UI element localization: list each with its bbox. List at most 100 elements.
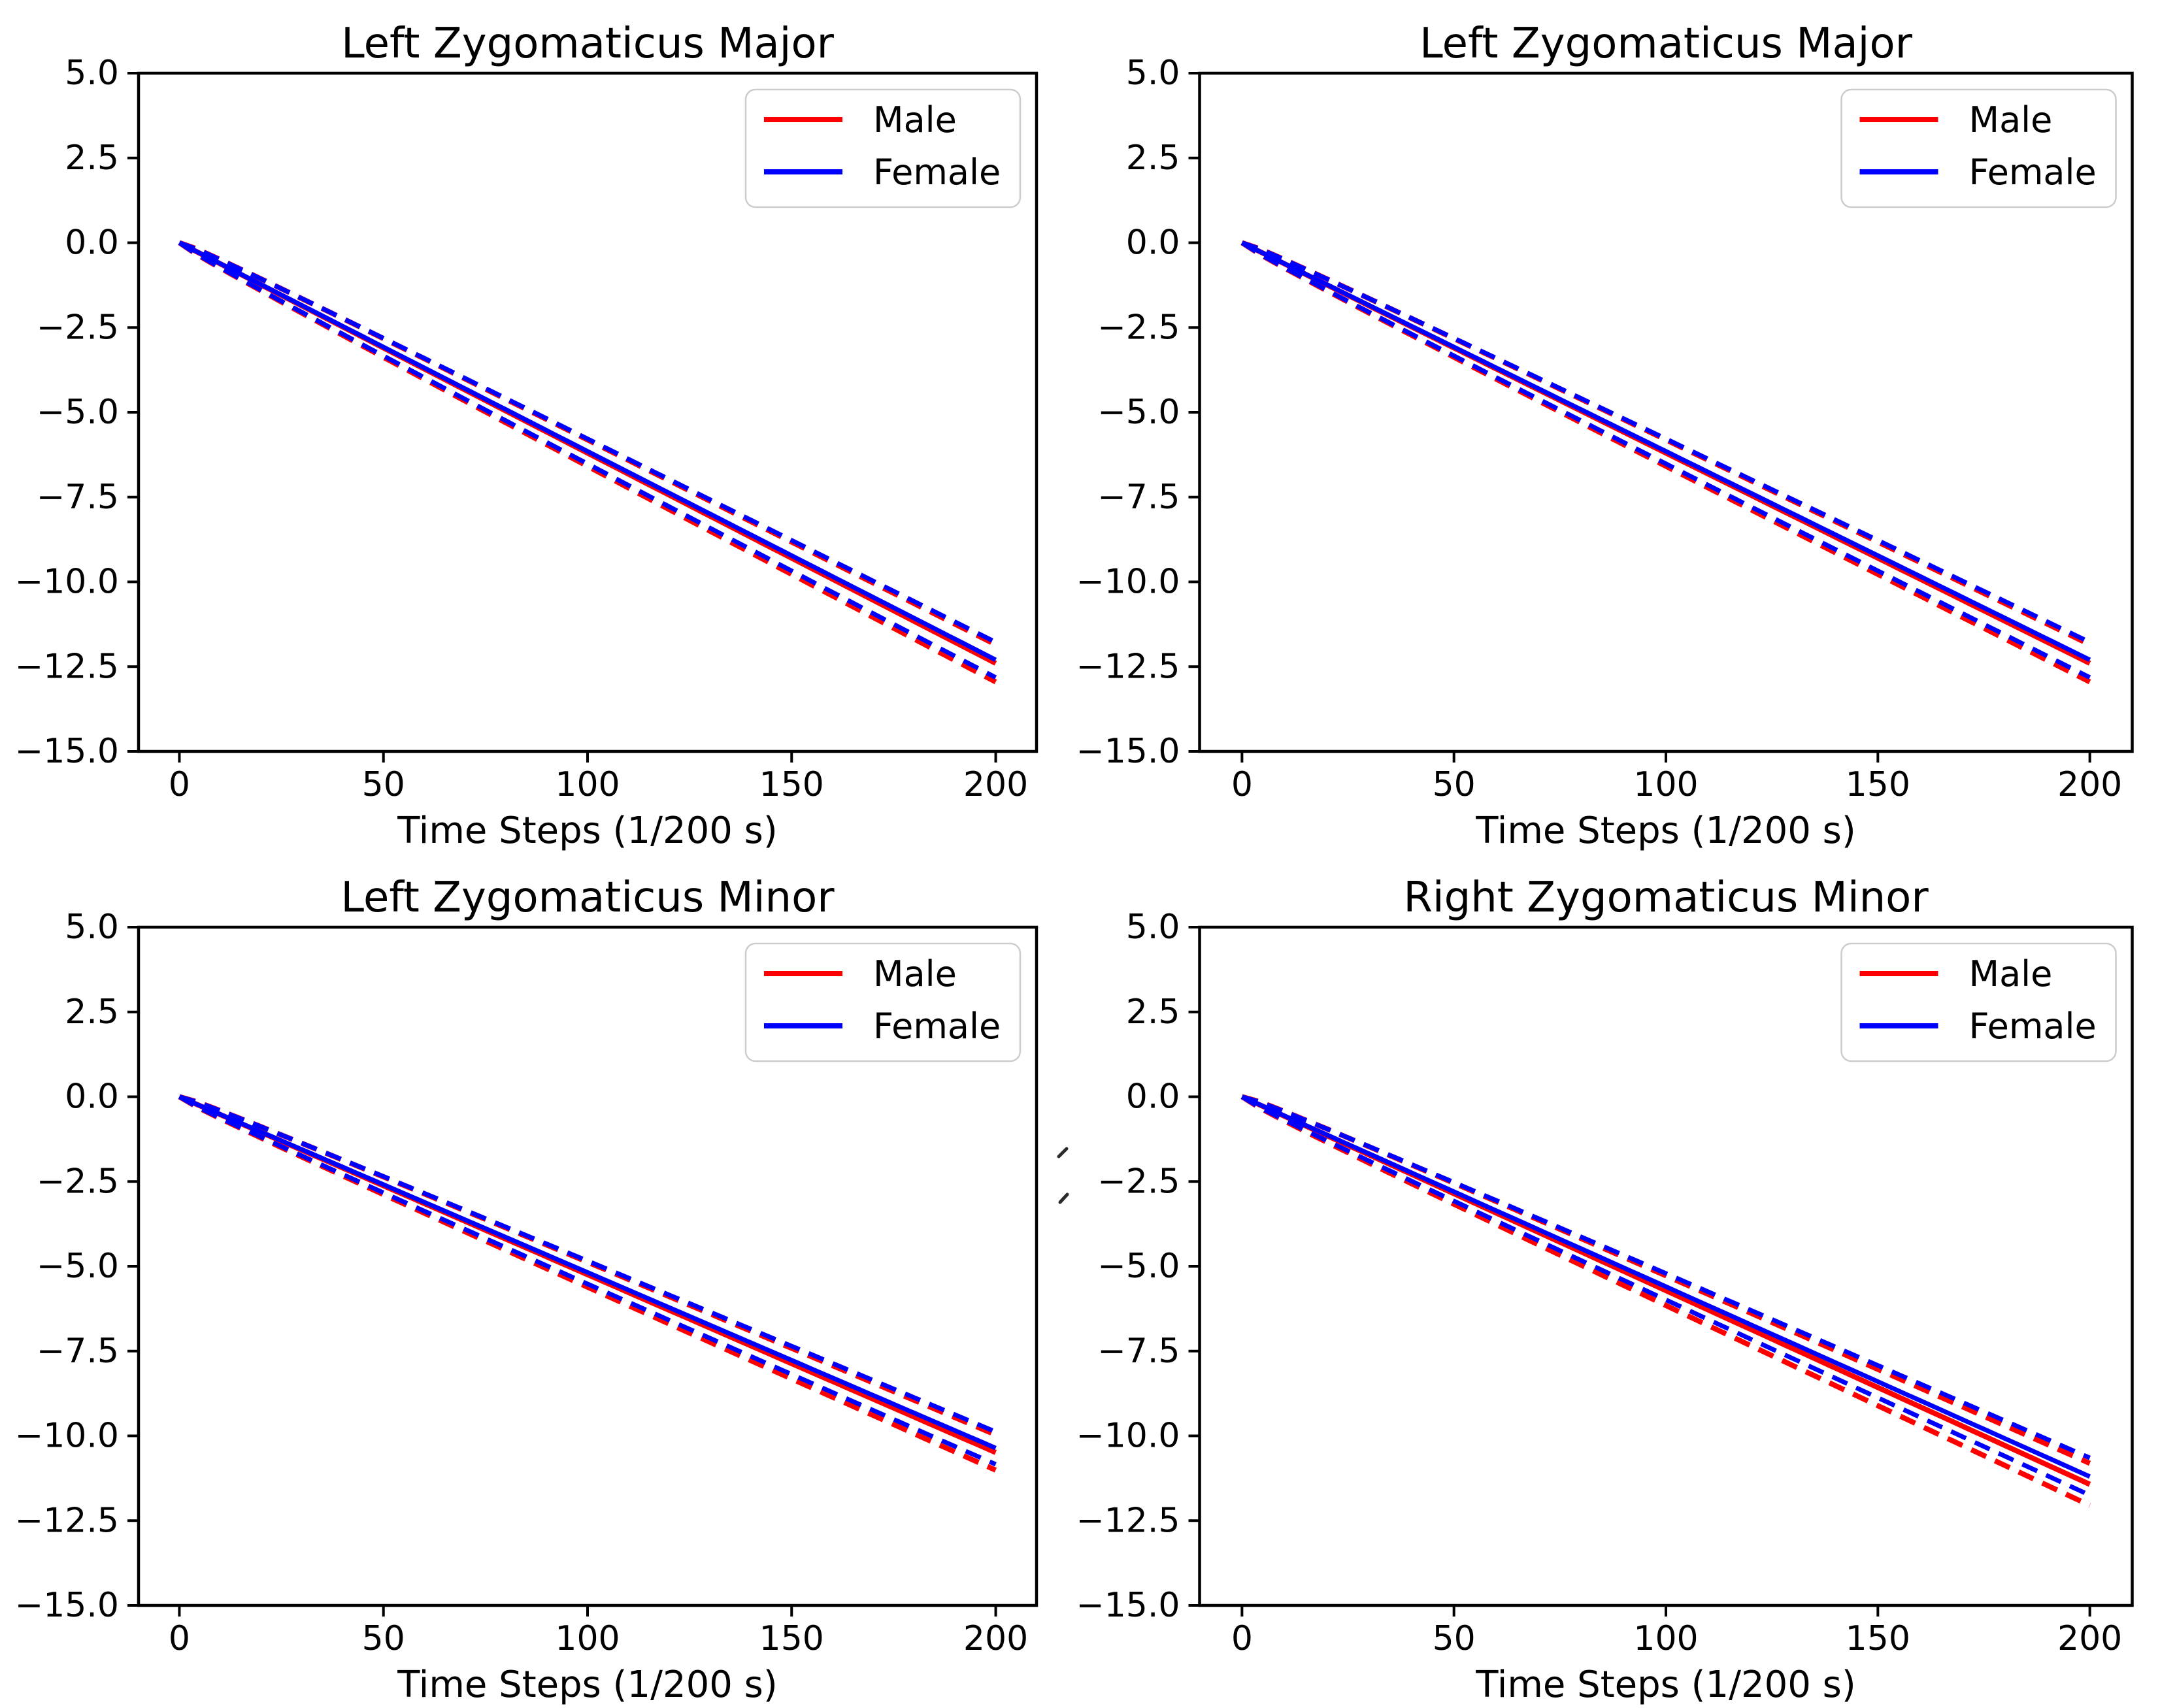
y-tick-label: −7.5 bbox=[1097, 478, 1180, 517]
x-tick-label: 50 bbox=[1433, 1619, 1476, 1658]
x-tick-label: 50 bbox=[362, 1619, 405, 1658]
stray-mark bbox=[1057, 1147, 1069, 1158]
legend-label-female: Female bbox=[873, 1006, 1001, 1047]
series-line-female-mean bbox=[1240, 1094, 2091, 1479]
axes-spines bbox=[137, 925, 1038, 1607]
y-tick-label: −12.5 bbox=[15, 1501, 119, 1540]
legend-box: Male Female bbox=[1840, 88, 2117, 208]
legend-label-female: Female bbox=[873, 152, 1001, 193]
stray-mark bbox=[1058, 1192, 1069, 1204]
series-line-female-ci bbox=[1240, 1094, 2091, 1498]
legend-box: Male Female bbox=[1840, 942, 2117, 1062]
legend-label-male: Male bbox=[873, 99, 957, 140]
x-tick-label: 50 bbox=[1433, 765, 1476, 804]
subplot-right-zygomaticus-minor: Right Zygomaticus Minor 5.0 2.5 0.0 −2.5 −5.0… bbox=[1080, 854, 2160, 1708]
x-axis-label: Time Steps (1/200 s) bbox=[1475, 1664, 1855, 1706]
y-tick-label: 5.0 bbox=[1126, 54, 1180, 93]
y-tick-label: 2.5 bbox=[65, 993, 119, 1032]
chart-svg-left-zygomaticus-major-2: Left Zygomaticus Major 5.0 2.5 0.0 −2.5 −5.0 −… bbox=[1080, 20, 2134, 852]
y-tick-label: 0.0 bbox=[65, 1077, 119, 1117]
x-tick-label: 150 bbox=[1846, 765, 1910, 804]
legend-box: Male Female bbox=[744, 942, 1022, 1062]
y-tick-label: 0.0 bbox=[1126, 223, 1180, 263]
series-line-female-ci bbox=[178, 240, 997, 680]
series-line-male-ci bbox=[178, 1094, 997, 1473]
y-tick-label: −15.0 bbox=[1080, 732, 1180, 771]
y-tick-label: −2.5 bbox=[37, 1162, 119, 1201]
y-tick-label: 5.0 bbox=[65, 908, 119, 947]
y-tick-label: −7.5 bbox=[37, 1332, 119, 1371]
y-tick-label: 5.0 bbox=[65, 54, 119, 93]
series-line-male-ci bbox=[178, 240, 997, 685]
subplot-left-zygomaticus-minor: Left Zygomaticus Minor 5.0 2.5 0.0 −2.5 −5.0 −… bbox=[0, 854, 1080, 1708]
y-tick-label: −15.0 bbox=[1080, 1586, 1180, 1625]
y-tick-label: −5.0 bbox=[37, 393, 119, 432]
series-line-female-ci bbox=[178, 1094, 997, 1434]
y-tick-label: −10.0 bbox=[1080, 563, 1180, 602]
series-line-female-ci bbox=[1241, 240, 2091, 645]
chart-svg-left-zygomaticus-minor: Left Zygomaticus Minor 5.0 2.5 0.0 −2.5 −5.0 −… bbox=[15, 874, 1069, 1706]
x-tick-label: 100 bbox=[555, 1619, 620, 1658]
y-tick-label: −7.5 bbox=[37, 478, 119, 517]
x-axis-label: Time Steps (1/200 s) bbox=[1475, 810, 1855, 852]
axes-spines bbox=[1198, 925, 2134, 1607]
legend-label-female: Female bbox=[1969, 1006, 2097, 1047]
series-line-female-mean bbox=[178, 1094, 997, 1451]
series-line-female-mean bbox=[178, 240, 997, 663]
y-tick-label: −2.5 bbox=[1097, 308, 1180, 347]
axes-spines bbox=[1198, 71, 2134, 753]
y-tick-label: −12.5 bbox=[1080, 1501, 1180, 1540]
y-tick-label: −5.0 bbox=[37, 1247, 119, 1286]
series-line-female-ci bbox=[178, 240, 997, 645]
y-tick-label: 0.0 bbox=[1126, 1077, 1180, 1117]
x-tick-label: 150 bbox=[759, 765, 824, 804]
x-tick-label: 100 bbox=[555, 765, 620, 804]
series-line-female-ci bbox=[1241, 1094, 2091, 1460]
legend-label-female: Female bbox=[1969, 152, 2097, 193]
y-tick-label: 2.5 bbox=[1126, 993, 1180, 1032]
y-tick-label: −12.5 bbox=[15, 647, 119, 686]
y-tick-label: 2.5 bbox=[65, 139, 119, 178]
x-tick-label: 200 bbox=[963, 765, 1028, 804]
chart-svg-right-zygomaticus-minor: Right Zygomaticus Minor 5.0 2.5 0.0 −2.5 −5.0… bbox=[1080, 874, 2134, 1706]
x-tick-label: 0 bbox=[1231, 765, 1253, 804]
y-tick-label: −15.0 bbox=[15, 1586, 119, 1625]
y-tick-label: −10.0 bbox=[1080, 1417, 1180, 1456]
series-line-female-ci bbox=[1240, 240, 2091, 680]
y-tick-label: −10.0 bbox=[15, 1417, 119, 1456]
y-tick-label: 0.0 bbox=[65, 223, 119, 263]
subplot-left-zygomaticus-major-1: Left Zygomaticus Major 5.0 2.5 0.0 −2.5 −5.0 −… bbox=[0, 0, 1080, 854]
y-tick-label: −7.5 bbox=[1097, 1332, 1180, 1371]
subplot-left-zygomaticus-major-2: Left Zygomaticus Major 5.0 2.5 0.0 −2.5 −5.0 −… bbox=[1080, 0, 2160, 854]
chart-title: Left Zygomaticus Major bbox=[1420, 20, 1913, 68]
y-tick-label: −2.5 bbox=[37, 308, 119, 347]
x-tick-label: 50 bbox=[362, 765, 405, 804]
x-tick-label: 0 bbox=[169, 765, 190, 804]
series-line-female-mean bbox=[1240, 240, 2091, 663]
x-tick-label: 0 bbox=[169, 1619, 190, 1658]
legend-label-male: Male bbox=[873, 953, 957, 994]
x-tick-label: 200 bbox=[2057, 1619, 2122, 1658]
x-tick-label: 150 bbox=[1846, 1619, 1910, 1658]
y-tick-label: −5.0 bbox=[1097, 393, 1180, 432]
chart-title: Left Zygomaticus Minor bbox=[341, 874, 835, 922]
x-tick-label: 100 bbox=[1633, 1619, 1698, 1658]
series-line-female-ci bbox=[178, 1094, 997, 1467]
y-tick-label: −5.0 bbox=[1097, 1247, 1180, 1286]
y-tick-label: −10.0 bbox=[15, 563, 119, 602]
y-tick-label: −12.5 bbox=[1080, 647, 1180, 686]
x-axis-label: Time Steps (1/200 s) bbox=[397, 810, 777, 852]
y-tick-label: 5.0 bbox=[1126, 908, 1180, 947]
legend-label-male: Male bbox=[1969, 99, 2053, 140]
legend-box: Male Female bbox=[744, 88, 1022, 208]
x-tick-label: 150 bbox=[759, 1619, 824, 1658]
chart-svg-left-zygomaticus-major-1: Left Zygomaticus Major 5.0 2.5 0.0 −2.5 −5.0 −… bbox=[15, 20, 1038, 852]
y-tick-label: −15.0 bbox=[15, 732, 119, 771]
x-axis-label: Time Steps (1/200 s) bbox=[397, 1664, 777, 1706]
legend-label-male: Male bbox=[1969, 953, 2053, 994]
x-tick-label: 100 bbox=[1633, 765, 1698, 804]
axes-spines bbox=[137, 71, 1038, 753]
x-tick-label: 0 bbox=[1231, 1619, 1253, 1658]
y-tick-label: 2.5 bbox=[1126, 139, 1180, 178]
